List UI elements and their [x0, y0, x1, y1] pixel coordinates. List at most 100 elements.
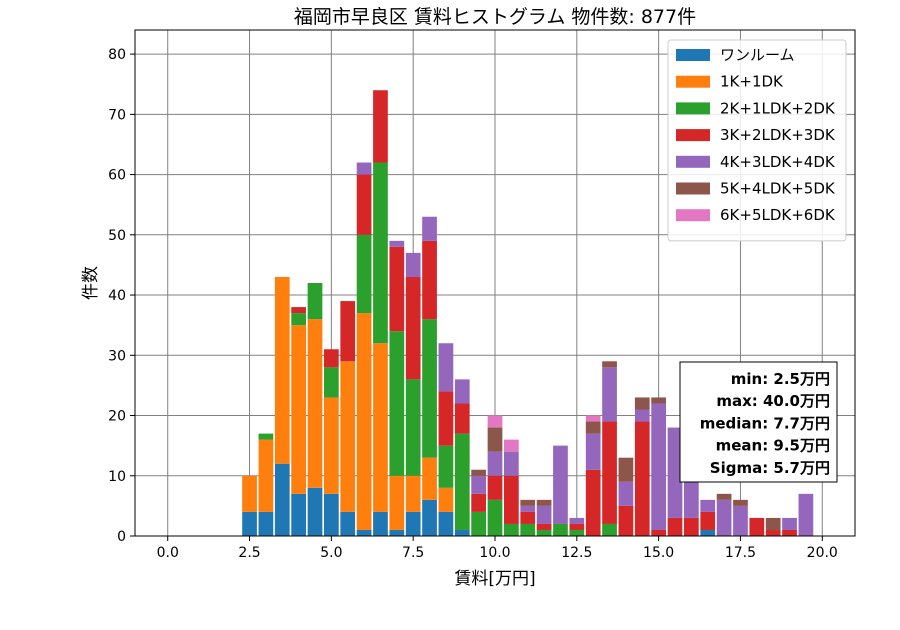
bar-segment	[520, 505, 536, 512]
bar-segment	[504, 523, 519, 536]
bar-segment	[716, 499, 732, 536]
stats-line: median: 7.7万円	[700, 414, 830, 432]
bar-segment	[405, 511, 421, 536]
bar-segment	[258, 511, 274, 536]
bar-segment	[258, 433, 274, 440]
bar-segment	[242, 511, 257, 536]
bar-segment	[569, 523, 585, 530]
bar-segment	[487, 427, 503, 452]
bar-segment	[602, 361, 617, 368]
y-tick-label: 40	[108, 288, 126, 304]
bar-segment	[602, 523, 617, 536]
bar-segment	[585, 433, 601, 470]
bar-segment	[307, 487, 323, 536]
legend-box	[667, 39, 847, 242]
bar-segment	[585, 421, 601, 434]
bar-segment	[373, 90, 388, 163]
x-tick-label: 7.5	[402, 545, 424, 561]
x-axis-label: 賃料[万円]	[454, 569, 535, 589]
bar-segment	[422, 499, 437, 536]
stats-box	[679, 361, 838, 483]
bar-segment	[389, 529, 405, 536]
bar-segment	[356, 174, 372, 235]
bar-segment	[634, 421, 650, 536]
bar-segment	[307, 319, 323, 488]
x-tick-label: 2.5	[238, 545, 260, 561]
bar-segment	[389, 331, 405, 476]
bar-segment	[422, 457, 437, 500]
bar-segment	[389, 475, 405, 530]
legend-label: 2K+1LDK+2DK	[720, 99, 836, 117]
y-tick-label: 20	[108, 409, 126, 425]
bar-segment	[536, 505, 552, 524]
bar-segment	[438, 343, 454, 392]
legend-swatch	[676, 49, 710, 61]
bar-segment	[733, 499, 748, 506]
bar-segment	[487, 415, 503, 428]
legend-label: 3K+2LDK+3DK	[720, 126, 836, 144]
bar-segment	[634, 397, 650, 410]
bar-segment	[667, 427, 683, 518]
bar-segment	[765, 529, 781, 536]
stats-annotation: min: 2.5万円 max: 40.0万円 median: 7.7万円 mean: …	[679, 361, 838, 483]
bar-segment	[422, 216, 437, 241]
y-tick-label: 60	[108, 168, 126, 184]
bar-segment	[291, 307, 306, 314]
bar-segment	[520, 511, 536, 524]
x-tick-label: 5.0	[320, 545, 342, 561]
bar-segment	[520, 499, 536, 506]
stats-line: min: 2.5万円	[731, 370, 830, 388]
bar-segment	[373, 511, 388, 536]
bar-segment	[602, 421, 617, 524]
y-tick-label: 70	[108, 107, 126, 123]
bar-segment	[454, 403, 470, 434]
bar-segment	[340, 301, 356, 362]
bar-segment	[536, 499, 552, 506]
x-tick-label: 15.0	[643, 545, 674, 561]
bar-segment	[602, 367, 617, 422]
bar-segment	[438, 487, 454, 512]
bar-segment	[700, 511, 716, 530]
x-tick-label: 10.0	[479, 545, 510, 561]
y-tick-label: 10	[108, 469, 126, 485]
legend-swatch	[676, 155, 710, 168]
legend-label: ワンルーム	[720, 46, 795, 64]
bar-segment	[324, 349, 339, 368]
bar-segment	[258, 439, 274, 512]
bar-segment	[373, 343, 388, 512]
legend-label: 5K+4LDK+5DK	[720, 180, 836, 198]
bar-segment	[798, 493, 814, 536]
bar-segment	[569, 529, 585, 536]
bar-segment	[634, 409, 650, 422]
stats-line: max: 40.0万円	[716, 392, 830, 410]
bar-segment	[340, 361, 356, 512]
axis-ticks: 0.0 2.5 5.0 7.5 10.0 12.5 15.0 17.5 20.0 0 10 20 30 4…	[108, 47, 838, 561]
bar-segment	[667, 517, 683, 536]
bar-segment	[536, 523, 552, 530]
y-tick-label: 30	[108, 348, 126, 364]
y-tick-label: 50	[108, 228, 126, 244]
y-axis-label: 件数	[81, 266, 101, 300]
bar-segment	[749, 517, 765, 536]
bar-segment	[553, 523, 568, 536]
bar-segment	[405, 475, 421, 512]
bar-segment	[651, 403, 666, 530]
bar-segment	[389, 246, 405, 332]
bars	[242, 90, 814, 536]
bar-segment	[422, 319, 437, 458]
bar-segment	[356, 529, 372, 536]
bar-segment	[324, 367, 339, 398]
bar-segment	[454, 379, 470, 404]
bar-segment	[585, 469, 601, 536]
bar-segment	[405, 276, 421, 380]
legend-swatch	[676, 102, 710, 115]
bar-segment	[585, 415, 601, 422]
bar-segment	[782, 529, 797, 536]
bar-segment	[405, 252, 421, 277]
x-tick-label: 0.0	[157, 545, 179, 561]
bar-segment	[471, 475, 486, 494]
bar-segment	[651, 529, 666, 536]
bar-segment	[618, 481, 634, 506]
bar-segment	[291, 325, 306, 494]
